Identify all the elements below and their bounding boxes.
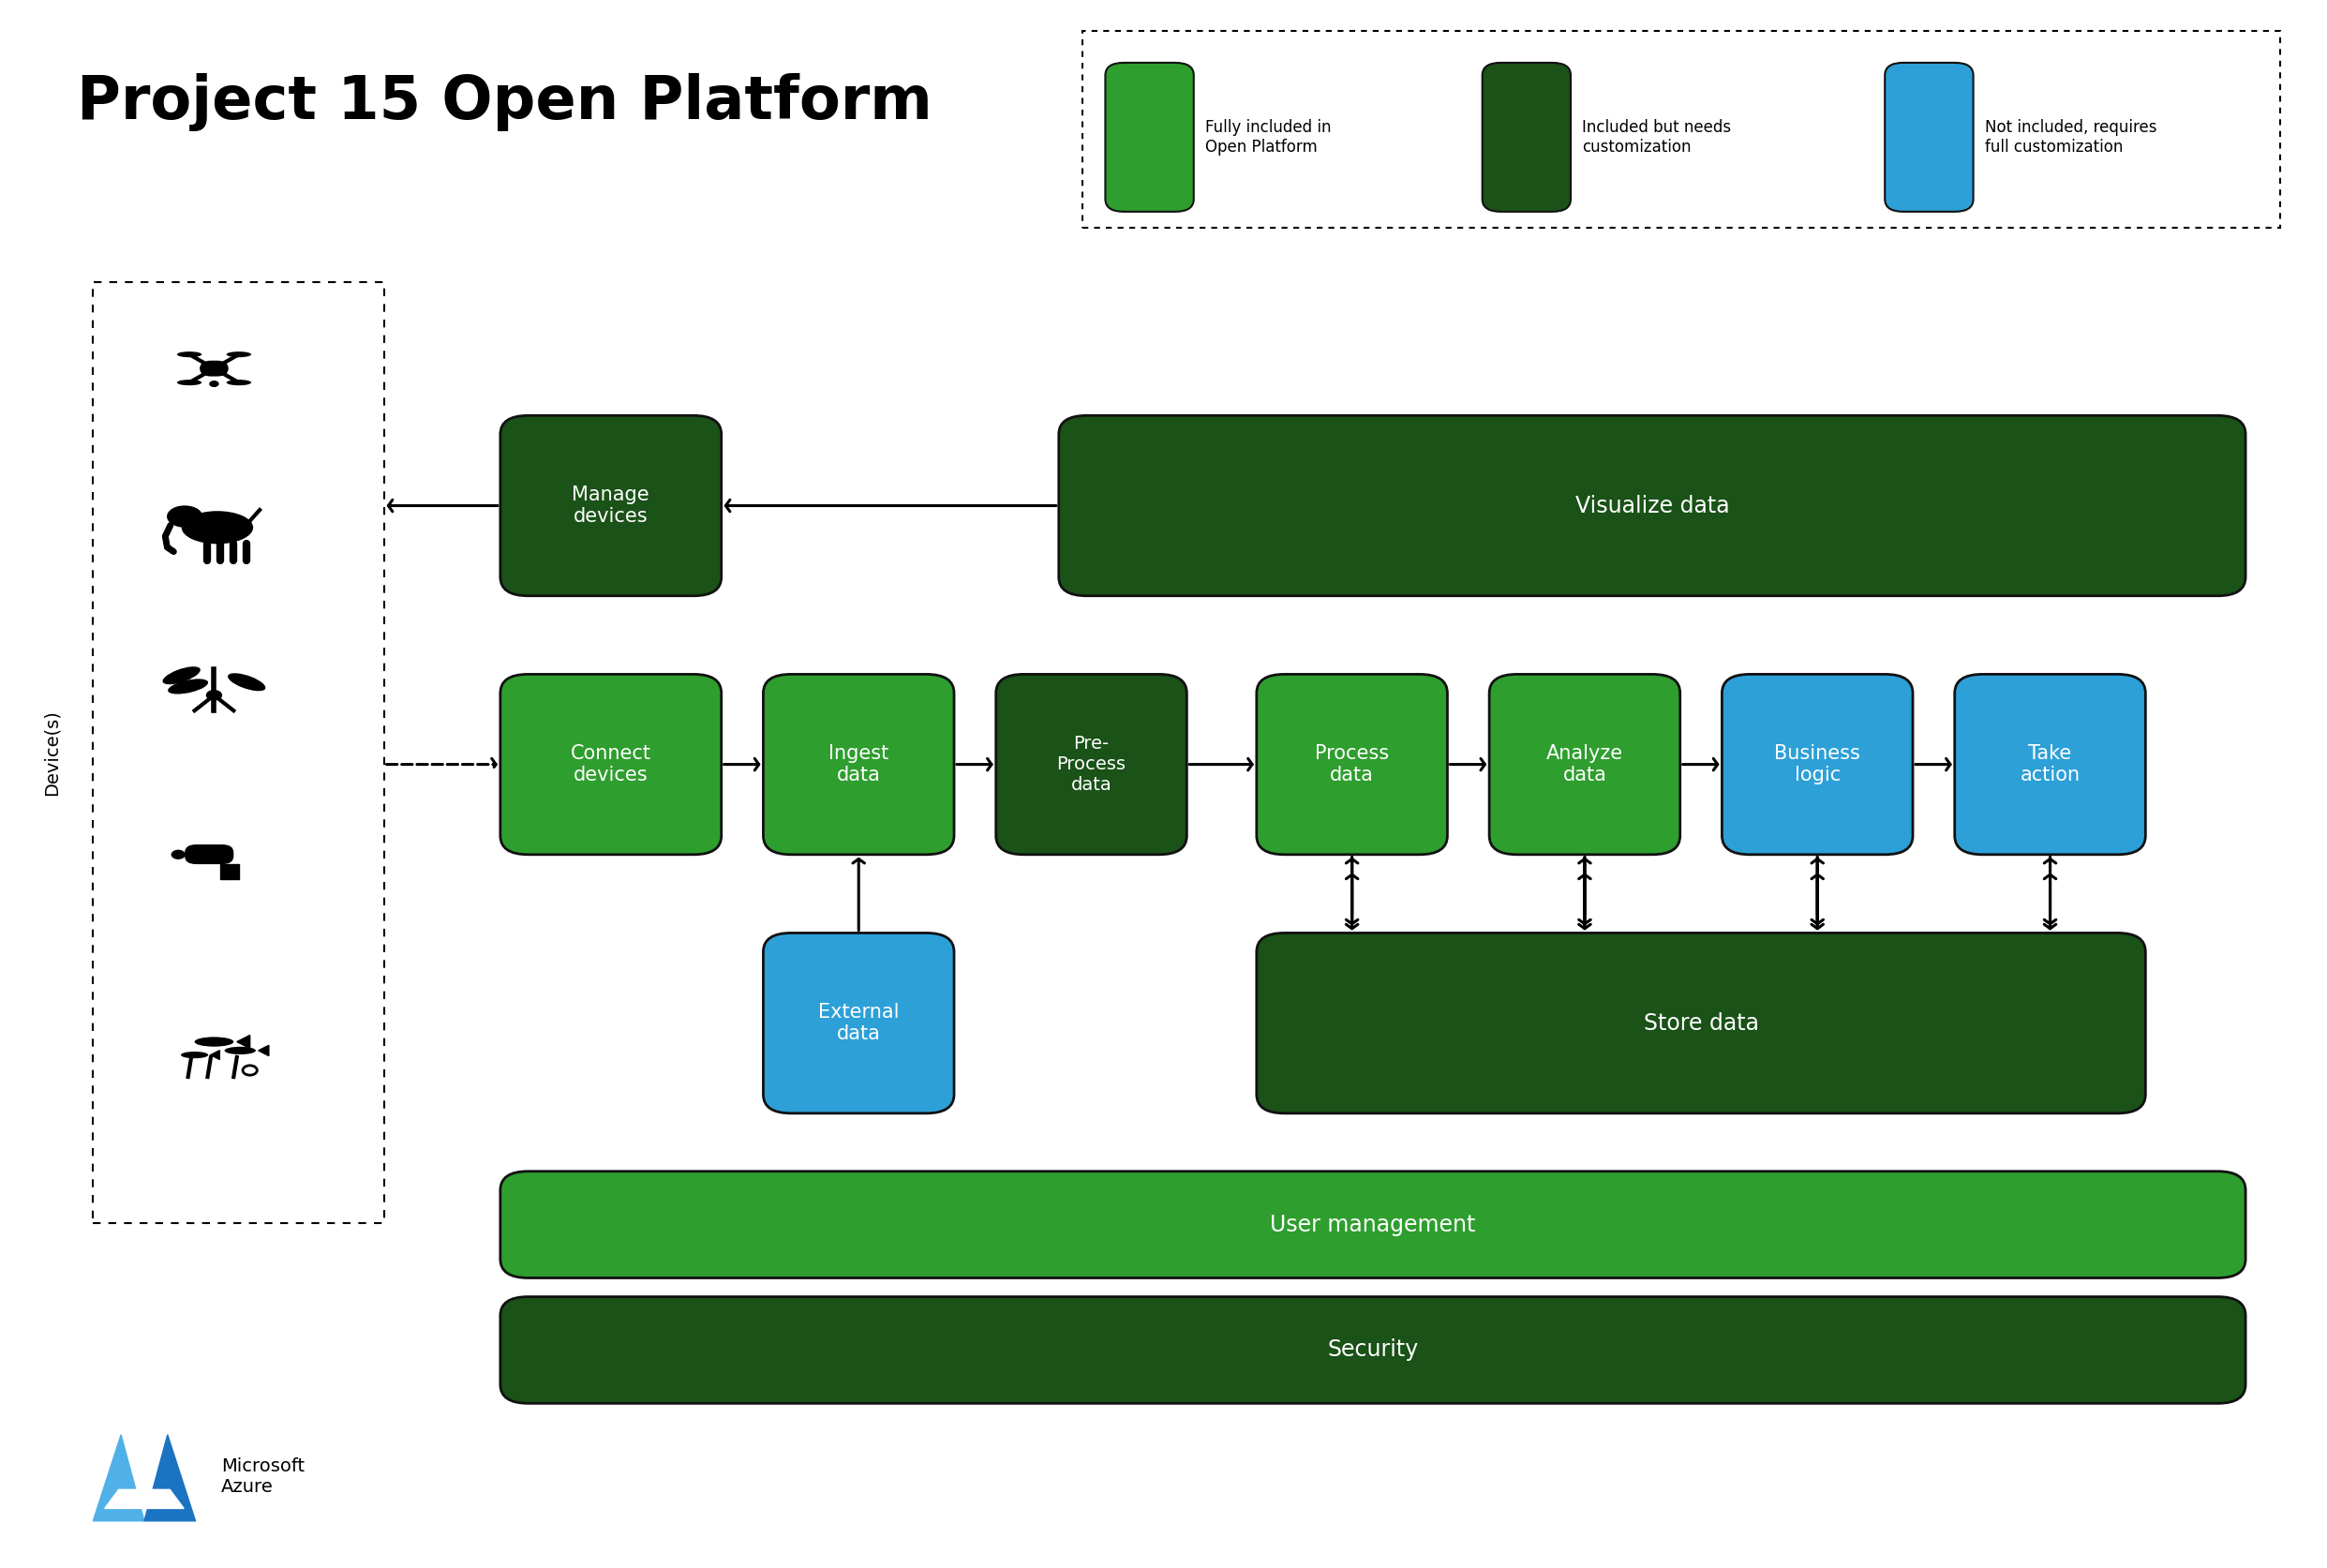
Text: External
data: External data	[819, 1004, 898, 1043]
FancyBboxPatch shape	[996, 674, 1187, 855]
Ellipse shape	[170, 506, 191, 525]
FancyBboxPatch shape	[200, 361, 228, 376]
Ellipse shape	[205, 690, 221, 701]
FancyBboxPatch shape	[1955, 674, 2145, 855]
Ellipse shape	[182, 1052, 207, 1058]
Text: Security: Security	[1326, 1339, 1419, 1361]
Polygon shape	[144, 1435, 195, 1521]
Ellipse shape	[226, 379, 251, 386]
Polygon shape	[237, 1035, 249, 1049]
Ellipse shape	[226, 351, 251, 358]
Ellipse shape	[177, 379, 202, 386]
FancyBboxPatch shape	[1082, 31, 2280, 227]
Ellipse shape	[168, 679, 207, 695]
FancyBboxPatch shape	[184, 845, 233, 864]
Ellipse shape	[223, 1047, 256, 1054]
FancyBboxPatch shape	[763, 674, 954, 855]
Text: Ingest
data: Ingest data	[828, 745, 889, 784]
Polygon shape	[105, 1490, 184, 1508]
FancyBboxPatch shape	[93, 282, 384, 1223]
FancyBboxPatch shape	[1489, 674, 1680, 855]
Text: Store data: Store data	[1643, 1011, 1759, 1035]
Polygon shape	[93, 1435, 144, 1521]
Text: Device(s): Device(s)	[42, 710, 61, 795]
Ellipse shape	[168, 505, 202, 527]
FancyBboxPatch shape	[500, 416, 721, 596]
Text: Business
logic: Business logic	[1773, 745, 1862, 784]
Text: Pre-
Process
data: Pre- Process data	[1056, 735, 1126, 793]
Ellipse shape	[228, 673, 265, 691]
FancyBboxPatch shape	[500, 1297, 2246, 1403]
Ellipse shape	[209, 381, 219, 387]
Ellipse shape	[195, 1036, 233, 1046]
Text: Not included, requires
full customization: Not included, requires full customizatio…	[1985, 119, 2157, 155]
Ellipse shape	[172, 850, 186, 859]
Text: User management: User management	[1271, 1214, 1475, 1236]
FancyBboxPatch shape	[500, 674, 721, 855]
Text: Connect
devices: Connect devices	[570, 745, 652, 784]
Ellipse shape	[242, 1066, 256, 1076]
Ellipse shape	[163, 666, 200, 684]
Text: Project 15 Open Platform: Project 15 Open Platform	[77, 72, 933, 132]
Text: Analyze
data: Analyze data	[1545, 745, 1624, 784]
Polygon shape	[209, 1051, 219, 1060]
Text: Take
action: Take action	[2020, 745, 2080, 784]
FancyBboxPatch shape	[1059, 416, 2246, 596]
Polygon shape	[221, 864, 240, 878]
Text: Manage
devices: Manage devices	[572, 486, 649, 525]
FancyBboxPatch shape	[1257, 674, 1447, 855]
FancyBboxPatch shape	[763, 933, 954, 1113]
FancyBboxPatch shape	[1105, 63, 1194, 212]
FancyBboxPatch shape	[500, 1171, 2246, 1278]
Ellipse shape	[182, 511, 254, 544]
Polygon shape	[258, 1046, 270, 1055]
Text: Microsoft
Azure: Microsoft Azure	[221, 1458, 305, 1496]
Ellipse shape	[177, 351, 202, 358]
FancyBboxPatch shape	[1885, 63, 1973, 212]
Text: Included but needs
customization: Included but needs customization	[1582, 119, 1731, 155]
FancyBboxPatch shape	[1482, 63, 1571, 212]
Text: Fully included in
Open Platform: Fully included in Open Platform	[1205, 119, 1331, 155]
Text: Visualize data: Visualize data	[1575, 494, 1729, 517]
FancyBboxPatch shape	[1257, 933, 2145, 1113]
Text: Process
data: Process data	[1315, 745, 1389, 784]
FancyBboxPatch shape	[1722, 674, 1913, 855]
